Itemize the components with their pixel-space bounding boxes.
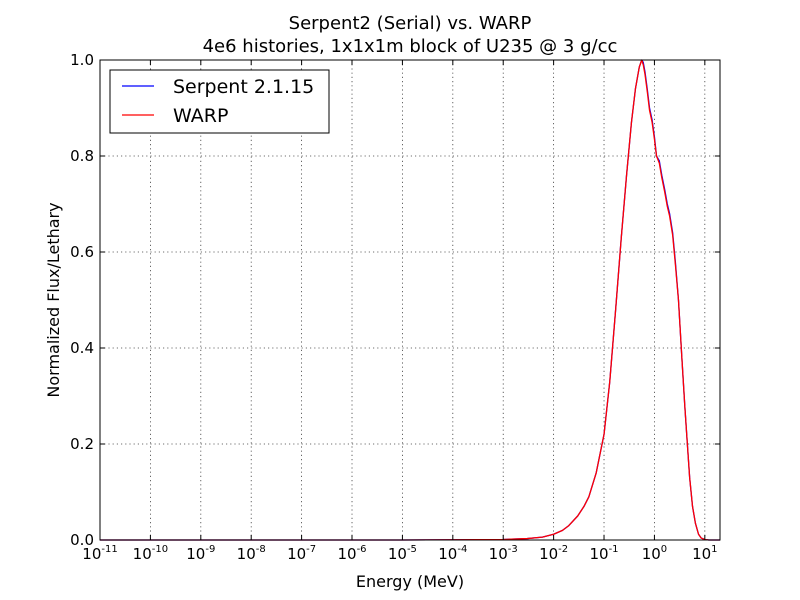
x-tick-label: 10-7 xyxy=(287,544,316,563)
x-axis-label: Energy (MeV) xyxy=(356,572,464,591)
x-tick-label: 10-3 xyxy=(489,544,518,563)
plot-frame xyxy=(99,59,721,541)
axis-ticks: 10-11 10-10 10-9 10-8 10-7 10-6 10-5 10-4 10-3 10… xyxy=(70,51,720,563)
series-line-warp xyxy=(100,59,720,541)
x-tick-label: 10-8 xyxy=(237,544,266,563)
y-tick-label: 0.2 xyxy=(70,435,94,453)
series-lines xyxy=(100,59,720,541)
legend-label-warp: WARP xyxy=(173,105,228,127)
y-tick-label: 0.4 xyxy=(70,339,94,357)
x-tick-label: 10-1 xyxy=(589,544,618,563)
x-tick-label: 10-4 xyxy=(438,544,467,563)
chart-title-line-2: 4e6 histories, 1x1x1m block of U235 @ 3 … xyxy=(203,36,618,57)
x-tick-label: 100 xyxy=(642,544,667,563)
legend-box xyxy=(109,69,330,134)
y-tick-label: 1.0 xyxy=(70,51,94,69)
y-axis-label: Normalized Flux/Lethary xyxy=(44,202,63,397)
y-tick-label: 0.0 xyxy=(70,531,94,549)
x-tick-label: 101 xyxy=(692,544,717,563)
x-tick-label: 10-6 xyxy=(337,544,366,563)
chart-title-line-1: Serpent2 (Serial) vs. WARP xyxy=(289,13,532,34)
x-tick-label: 10-11 xyxy=(82,544,117,563)
x-tick-label: 10-9 xyxy=(186,544,215,563)
x-tick-label: 10-2 xyxy=(539,544,568,563)
x-tick-label: 10-5 xyxy=(388,544,417,563)
legend: Serpent 2.1.15 WARP xyxy=(109,69,330,134)
y-tick-label: 0.6 xyxy=(70,243,94,261)
x-tick-label: 10-10 xyxy=(133,544,168,563)
y-tick-label: 0.8 xyxy=(70,147,94,165)
legend-label-serpent: Serpent 2.1.15 xyxy=(173,76,314,98)
